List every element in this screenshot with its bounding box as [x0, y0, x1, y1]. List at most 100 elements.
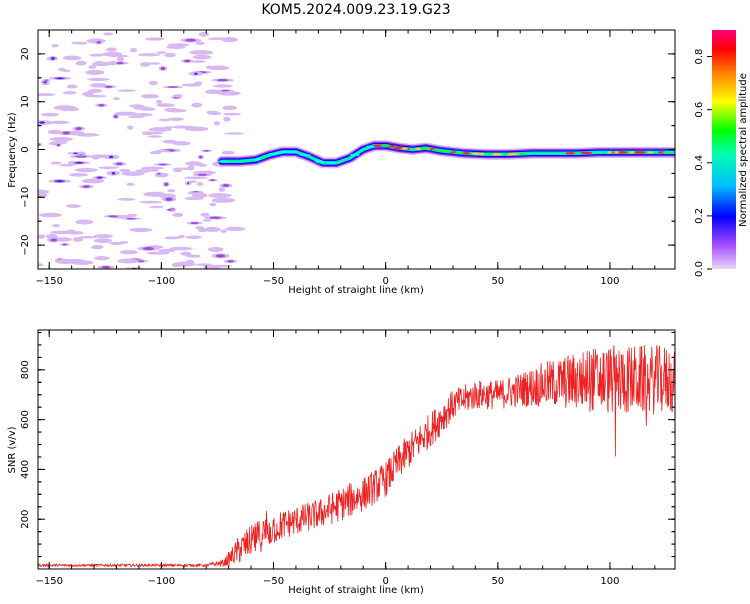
noise-blob-core — [114, 114, 118, 119]
colorbar-tick-label: 0.0 — [694, 261, 705, 277]
spectrogram-x-tick-label: −100 — [148, 276, 175, 287]
noise-blob-core — [227, 260, 234, 263]
signal-hotspot — [290, 150, 297, 154]
noise-blob-core — [105, 85, 113, 88]
noise-blob — [72, 237, 83, 243]
signal-hotspot — [492, 153, 498, 156]
signal-hotspot — [517, 152, 526, 155]
noise-blob — [158, 118, 171, 122]
noise-blob — [184, 196, 204, 201]
spectrogram-y-tick-label: 10 — [20, 95, 31, 108]
signal-hotspot — [268, 152, 279, 156]
noise-blob — [49, 141, 59, 145]
snr-y-tick-label: 800 — [20, 360, 31, 379]
noise-blob-peak — [76, 161, 82, 164]
spectrogram-x-label: Height of straight line (km) — [288, 285, 424, 296]
noise-blob — [107, 61, 115, 65]
signal-hotspot — [432, 148, 443, 152]
noise-blob — [62, 91, 77, 95]
noise-blob — [211, 197, 236, 203]
noise-blob-core — [185, 38, 196, 42]
noise-blob-core — [62, 131, 71, 135]
noise-blob — [146, 251, 170, 255]
noise-blob — [85, 69, 105, 75]
noise-blob-core — [203, 149, 210, 152]
noise-blob — [88, 88, 103, 93]
spectrogram-noise — [38, 32, 246, 269]
noise-blob — [126, 182, 135, 186]
noise-blob — [180, 251, 192, 256]
noise-blob-core — [126, 217, 137, 220]
noise-blob — [50, 120, 70, 125]
noise-blob — [147, 135, 162, 138]
signal-hotspot — [419, 146, 431, 150]
noise-blob — [209, 202, 217, 207]
snr-y-tick-label: 600 — [20, 410, 31, 429]
noise-blob — [195, 163, 206, 167]
noise-blob — [194, 81, 203, 86]
snr-y-tick-label: 200 — [20, 510, 31, 529]
noise-blob-peak — [39, 121, 45, 124]
noise-blob — [38, 93, 56, 97]
noise-blob-peak — [73, 152, 78, 155]
noise-blob-core — [50, 238, 58, 242]
noise-blob-core — [62, 243, 68, 246]
noise-blob-core — [157, 172, 161, 175]
noise-blob — [162, 139, 178, 144]
noise-blob — [155, 99, 163, 104]
snr-x-tick-label: 100 — [600, 576, 619, 587]
noise-blob — [38, 120, 54, 125]
noise-blob — [171, 125, 195, 129]
spectrogram-y-label: Frequency (Hz) — [7, 112, 18, 188]
noise-blob — [38, 234, 46, 239]
noise-blob — [205, 89, 221, 95]
noise-blob-core — [222, 183, 230, 187]
noise-blob-core — [165, 197, 173, 202]
spectrogram-x-tick-label: 100 — [600, 276, 619, 287]
signal-hotspot — [442, 150, 454, 153]
signal-hotspot — [373, 144, 381, 147]
colorbar-ticks: 0.0 0.2 0.4 0.6 0.8 — [694, 49, 712, 277]
signal-hotspot — [401, 147, 408, 150]
signal-hotspot — [472, 152, 481, 156]
noise-blob — [156, 103, 175, 108]
noise-blob-peak — [56, 180, 63, 183]
noise-blob — [126, 125, 134, 130]
noise-blob — [78, 236, 97, 239]
noise-blob-peak — [97, 176, 102, 179]
noise-blob — [187, 192, 205, 195]
noise-blob — [119, 241, 129, 244]
noise-blob — [93, 256, 110, 261]
noise-blob — [164, 52, 176, 58]
noise-blob — [189, 50, 214, 55]
noise-blob — [212, 84, 233, 88]
snr-x-tick-label: 0 — [382, 576, 388, 587]
noise-blob — [41, 112, 60, 117]
noise-blob — [198, 32, 210, 37]
colorbar: 0.0 0.2 0.4 0.6 0.8 Normalized spectral ampl… — [694, 30, 749, 277]
noise-blob — [172, 212, 184, 218]
snr-x-tick-label: −150 — [35, 576, 62, 587]
noise-blob — [202, 219, 212, 222]
noise-blob — [220, 229, 227, 234]
noise-blob — [196, 182, 204, 186]
colorbar-tick-label: 0.2 — [694, 208, 705, 224]
signal-hotspot — [243, 159, 252, 162]
noise-blob — [139, 200, 163, 204]
signal-hotspot — [580, 151, 593, 155]
signal-hotspot — [507, 152, 520, 156]
colorbar-tick-label: 0.8 — [694, 49, 705, 65]
noise-blob — [101, 51, 123, 57]
noise-blob — [38, 192, 48, 198]
noise-blob — [148, 62, 161, 65]
noise-blob — [113, 97, 120, 101]
noise-blob-core — [160, 66, 166, 71]
signal-hotspot — [282, 150, 294, 154]
colorbar-tick-label: 0.4 — [694, 155, 705, 171]
noise-blob-core — [96, 40, 101, 44]
noise-blob — [150, 167, 159, 172]
noise-blob — [98, 166, 120, 170]
noise-blob — [156, 51, 167, 54]
